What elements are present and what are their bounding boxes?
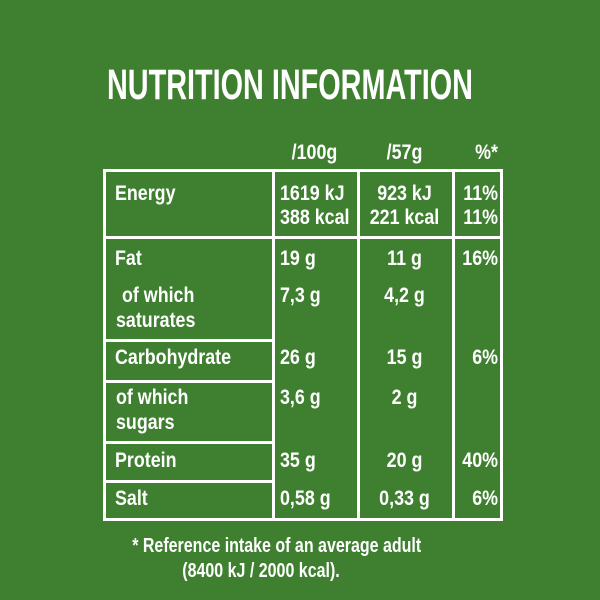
sugars-per-100g: 3,6 g bbox=[280, 386, 321, 409]
row-label-sugars-line1: of which bbox=[116, 386, 189, 409]
table-divider-col2-col3 bbox=[357, 169, 360, 521]
column-header-percent: %* bbox=[475, 141, 498, 164]
energy-kcal-per-100g: 388 kcal bbox=[280, 206, 350, 229]
footnote-line-2: (8400 kJ / 2000 kcal). bbox=[182, 560, 340, 582]
table-border-top bbox=[103, 169, 503, 172]
row-divider-energy-fat bbox=[103, 236, 503, 239]
salt-percent: 6% bbox=[472, 487, 498, 510]
row-label-salt: Salt bbox=[115, 487, 148, 510]
energy-percent-kj: 11% bbox=[463, 182, 498, 205]
page-title: NUTRITION INFORMATION bbox=[107, 61, 473, 109]
saturates-per-57g: 4,2 g bbox=[384, 284, 425, 307]
row-label-protein: Protein bbox=[115, 449, 177, 472]
protein-per-57g: 20 g bbox=[386, 449, 423, 472]
row-label-fat: Fat bbox=[115, 247, 142, 270]
table-border-left bbox=[103, 169, 106, 521]
carbohydrate-percent: 6% bbox=[472, 346, 498, 369]
row-label-saturates-line2: saturates bbox=[116, 309, 196, 332]
column-header-per-100g: /100g bbox=[291, 141, 338, 164]
footnote-line-1: * Reference intake of an average adult bbox=[132, 535, 422, 557]
table-divider-col3-col4 bbox=[452, 169, 455, 521]
column-header-per-57g: /57g bbox=[386, 141, 423, 164]
saturates-per-100g: 7,3 g bbox=[280, 284, 321, 307]
salt-per-100g: 0,58 g bbox=[280, 487, 331, 510]
row-label-energy: Energy bbox=[115, 182, 176, 205]
row-divider-protein-salt bbox=[103, 480, 275, 483]
table-divider-col1-col2 bbox=[272, 169, 275, 521]
energy-kcal-per-57g: 221 kcal bbox=[369, 206, 440, 229]
table-border-bottom bbox=[103, 518, 503, 521]
fat-percent: 16% bbox=[462, 247, 498, 270]
energy-percent-kcal: 11% bbox=[463, 206, 498, 229]
fat-per-100g: 19 g bbox=[280, 247, 316, 270]
carbohydrate-per-57g: 15 g bbox=[386, 346, 423, 369]
table-border-right bbox=[500, 169, 503, 521]
row-label-sugars-line2: sugars bbox=[116, 411, 175, 434]
salt-per-57g: 0,33 g bbox=[379, 487, 430, 510]
row-divider-saturates-carbohydrate bbox=[103, 339, 275, 342]
row-label-saturates-line1: of which bbox=[122, 284, 195, 307]
protein-per-100g: 35 g bbox=[280, 449, 316, 472]
row-label-carbohydrate: Carbohydrate bbox=[115, 346, 232, 369]
sugars-per-57g: 2 g bbox=[391, 386, 418, 409]
row-divider-sugars-protein bbox=[103, 441, 275, 444]
fat-per-57g: 11 g bbox=[387, 247, 422, 270]
protein-percent: 40% bbox=[462, 449, 498, 472]
carbohydrate-per-100g: 26 g bbox=[280, 346, 316, 369]
energy-kj-per-57g: 923 kJ bbox=[377, 182, 432, 205]
row-divider-carbohydrate-sugars bbox=[103, 380, 275, 383]
energy-kj-per-100g: 1619 kJ bbox=[280, 182, 345, 205]
